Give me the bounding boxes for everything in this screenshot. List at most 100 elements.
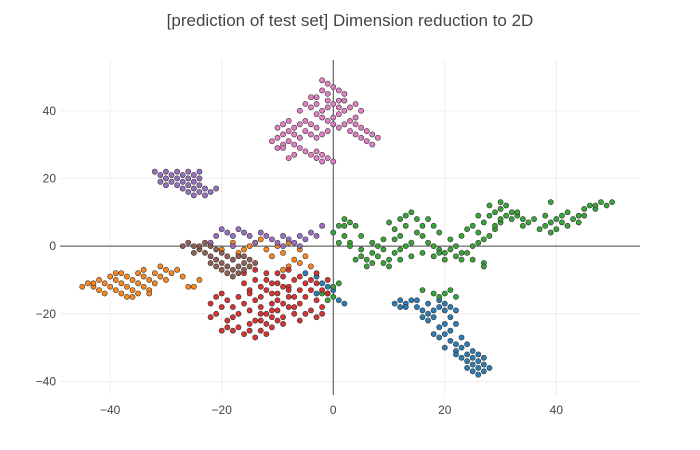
data-point bbox=[174, 175, 181, 182]
data-point bbox=[313, 134, 320, 141]
data-point bbox=[252, 297, 259, 304]
data-point bbox=[263, 277, 270, 283]
data-point bbox=[324, 97, 331, 104]
y-tick-label: 40 bbox=[43, 104, 57, 118]
data-point bbox=[335, 297, 342, 304]
data-point bbox=[464, 341, 471, 348]
data-point bbox=[257, 229, 264, 236]
data-point bbox=[430, 314, 437, 321]
data-point bbox=[469, 348, 476, 354]
data-point bbox=[453, 321, 459, 327]
data-point bbox=[330, 283, 337, 290]
data-point bbox=[414, 297, 420, 304]
data-point bbox=[458, 249, 465, 256]
data-point bbox=[280, 266, 286, 273]
points-layer bbox=[79, 77, 616, 378]
data-point bbox=[280, 233, 286, 239]
data-point bbox=[229, 304, 236, 310]
data-point bbox=[135, 270, 141, 277]
data-point bbox=[269, 253, 275, 260]
data-point bbox=[257, 293, 264, 300]
data-point bbox=[229, 273, 236, 280]
data-point bbox=[112, 277, 119, 283]
data-point bbox=[425, 216, 431, 222]
data-point bbox=[586, 202, 593, 209]
data-point bbox=[319, 131, 326, 138]
series-4 bbox=[151, 168, 326, 250]
data-point bbox=[246, 243, 253, 250]
data-point bbox=[319, 114, 326, 121]
data-point bbox=[235, 263, 242, 270]
data-point bbox=[96, 277, 102, 283]
data-point bbox=[319, 310, 326, 317]
data-point bbox=[224, 317, 231, 324]
data-point bbox=[269, 236, 275, 243]
data-point bbox=[302, 253, 309, 260]
data-point bbox=[575, 212, 582, 219]
data-point bbox=[441, 344, 448, 351]
data-point bbox=[229, 256, 236, 263]
data-point bbox=[581, 205, 588, 212]
data-point bbox=[274, 290, 281, 297]
data-point bbox=[302, 310, 309, 317]
data-point bbox=[492, 222, 498, 229]
data-point bbox=[129, 277, 136, 283]
data-point bbox=[140, 266, 147, 273]
data-point bbox=[246, 290, 253, 297]
data-point bbox=[347, 104, 353, 111]
data-point bbox=[313, 94, 320, 101]
data-point bbox=[458, 233, 465, 239]
data-point bbox=[503, 202, 510, 209]
data-point bbox=[174, 168, 181, 175]
data-point bbox=[274, 239, 281, 246]
data-point bbox=[341, 222, 348, 229]
data-point bbox=[480, 219, 487, 226]
data-point bbox=[218, 266, 225, 273]
data-point bbox=[280, 314, 286, 321]
data-point bbox=[441, 321, 448, 327]
data-point bbox=[374, 243, 381, 250]
data-point bbox=[486, 212, 493, 219]
data-point bbox=[174, 266, 181, 273]
data-point bbox=[124, 273, 130, 280]
data-point bbox=[163, 168, 169, 175]
data-point bbox=[313, 124, 320, 131]
data-point bbox=[107, 273, 114, 280]
data-point bbox=[425, 300, 431, 307]
data-point bbox=[419, 307, 426, 314]
data-point bbox=[168, 178, 175, 185]
data-point bbox=[190, 172, 197, 178]
data-point bbox=[497, 205, 504, 212]
data-point bbox=[107, 283, 114, 290]
data-point bbox=[218, 290, 225, 297]
data-point bbox=[241, 331, 247, 337]
data-point bbox=[408, 239, 415, 246]
data-point bbox=[430, 331, 437, 337]
data-point bbox=[168, 270, 175, 277]
data-point bbox=[285, 236, 292, 243]
data-point bbox=[525, 219, 532, 226]
data-point bbox=[280, 321, 286, 327]
data-point bbox=[352, 121, 359, 128]
data-point bbox=[531, 216, 537, 222]
data-point bbox=[447, 236, 454, 243]
data-point bbox=[308, 104, 314, 111]
data-point bbox=[207, 253, 214, 260]
data-point bbox=[269, 300, 275, 307]
series-2 bbox=[319, 199, 616, 304]
data-point bbox=[419, 233, 426, 239]
data-point bbox=[324, 104, 331, 111]
data-point bbox=[291, 256, 298, 263]
data-point bbox=[330, 84, 337, 90]
data-point bbox=[408, 253, 415, 260]
data-point bbox=[235, 293, 242, 300]
data-point bbox=[308, 131, 314, 138]
data-point bbox=[436, 304, 443, 310]
data-point bbox=[308, 307, 314, 314]
data-point bbox=[140, 283, 147, 290]
data-point bbox=[202, 249, 208, 256]
data-point bbox=[190, 192, 197, 199]
data-point bbox=[475, 365, 482, 371]
data-point bbox=[235, 310, 242, 317]
